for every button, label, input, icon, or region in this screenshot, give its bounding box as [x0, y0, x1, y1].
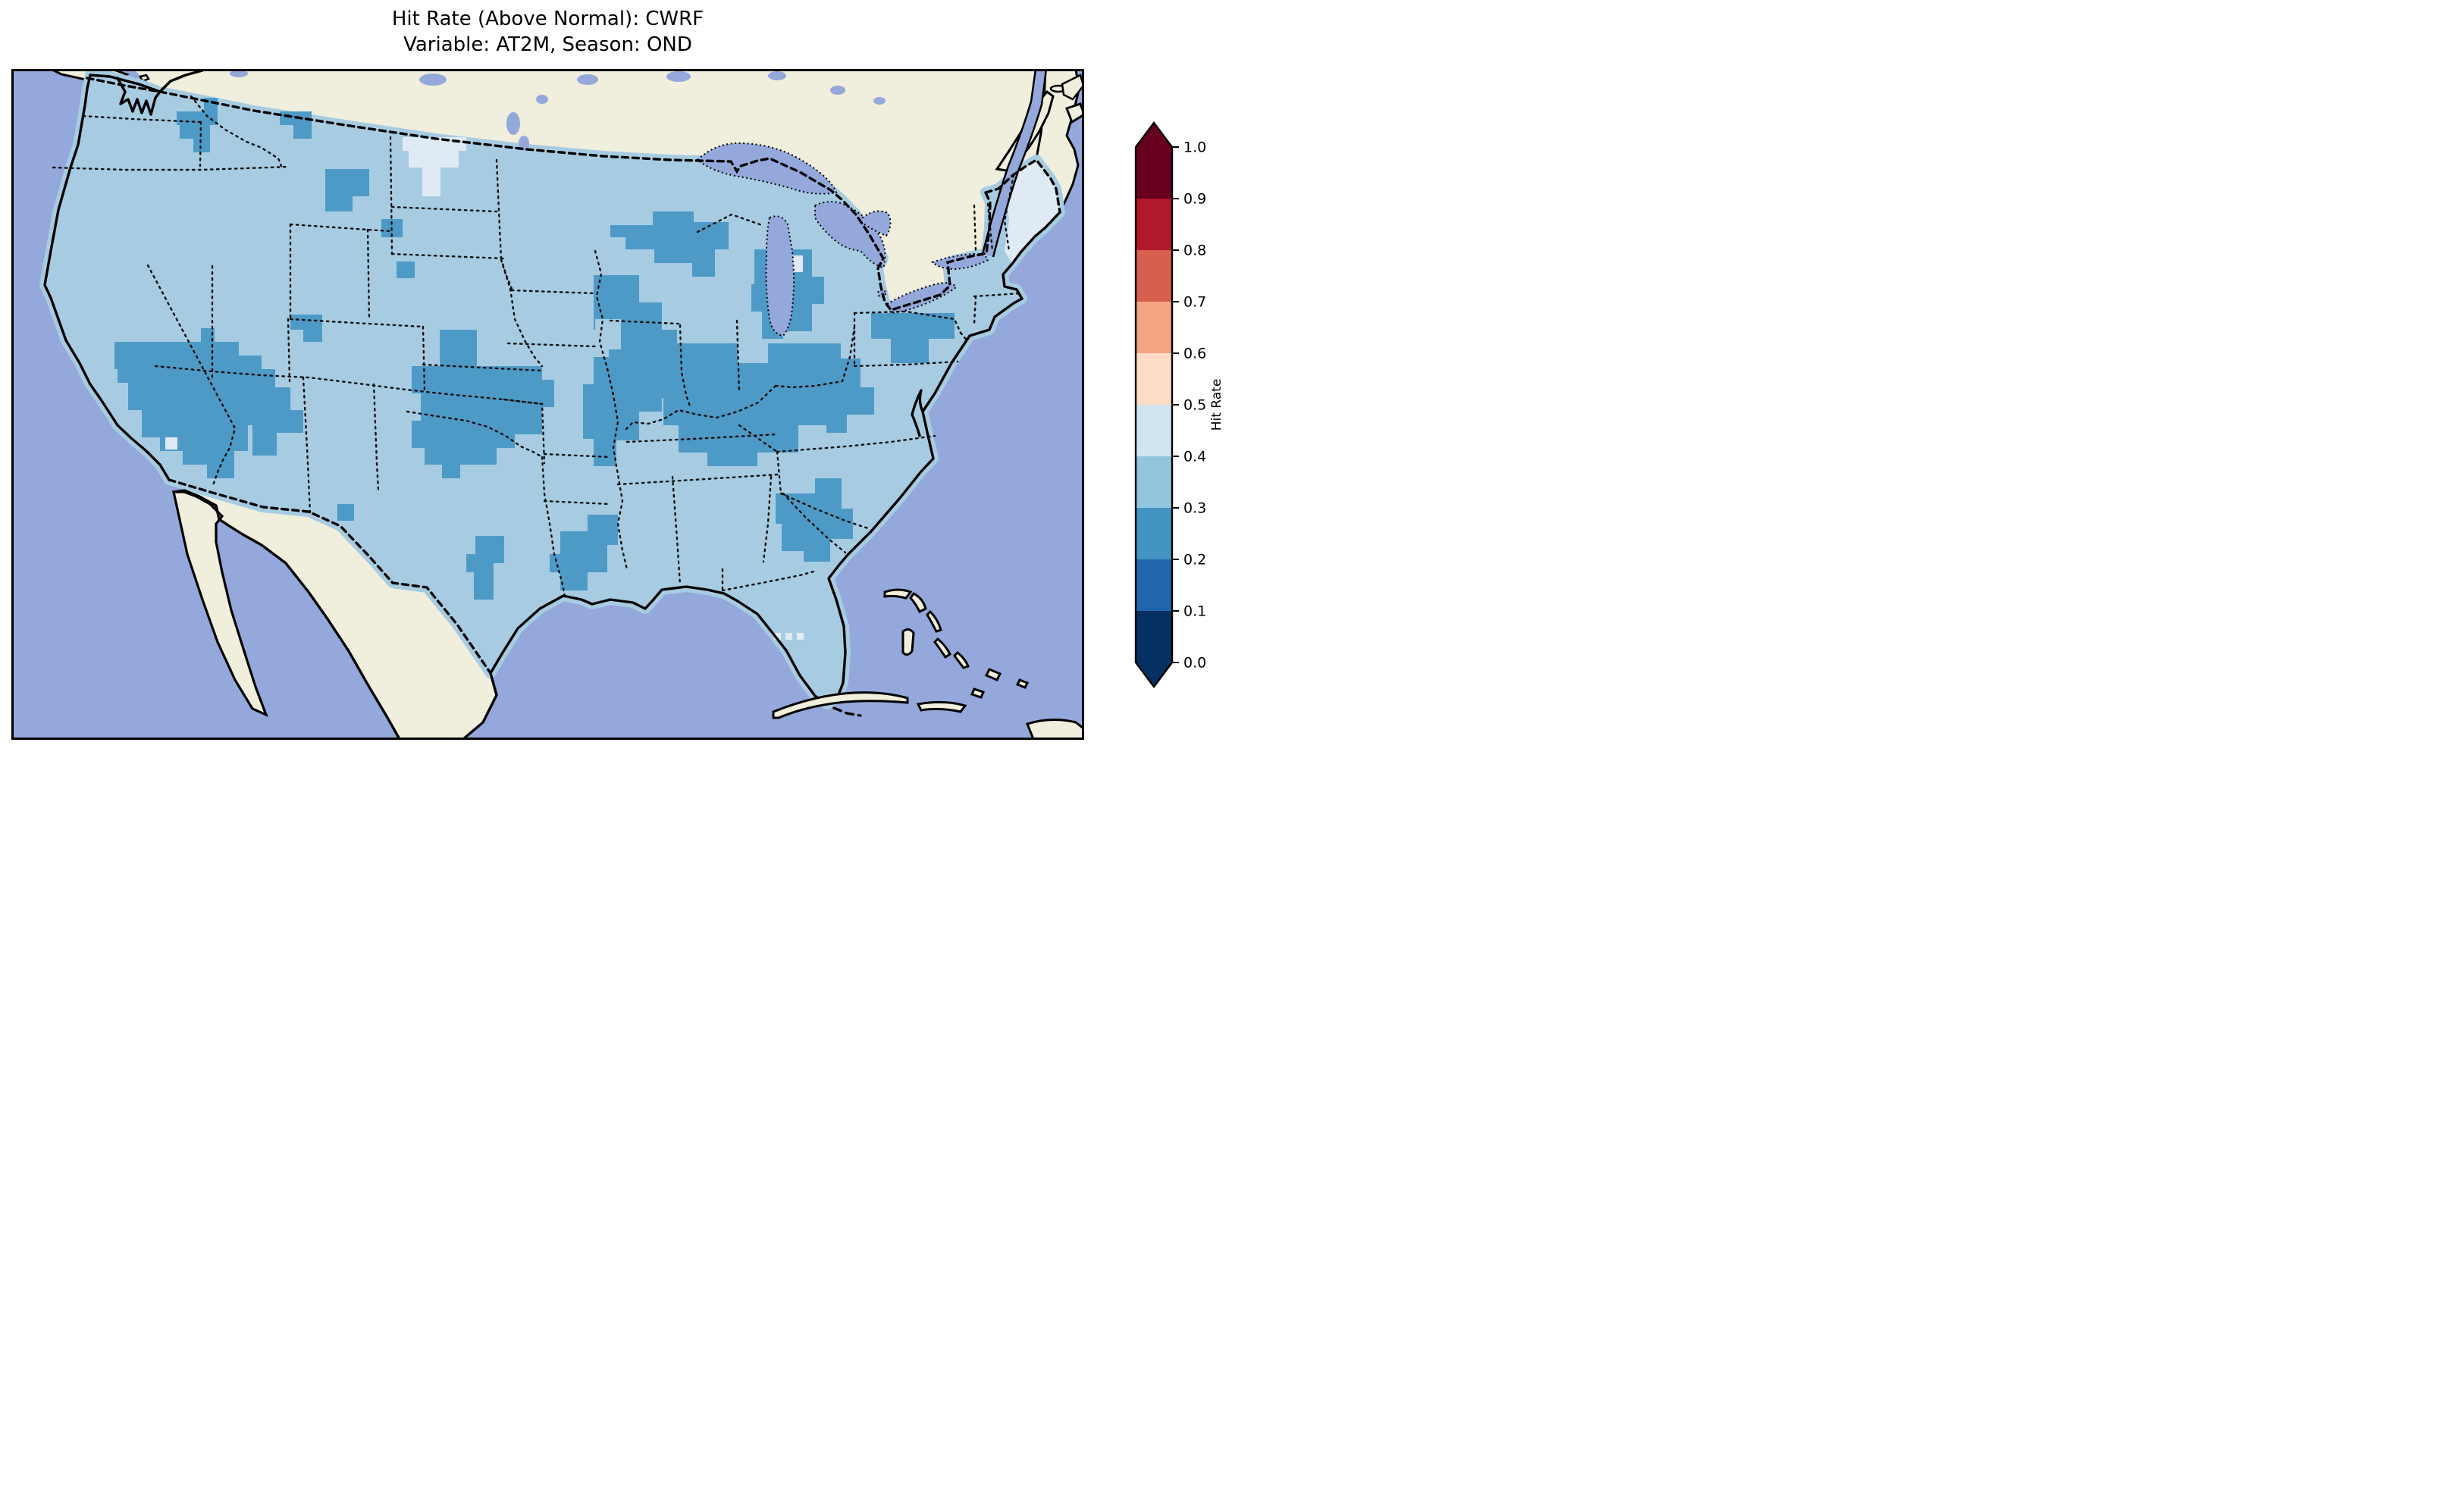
small-cay-1 [970, 687, 986, 699]
title-line-2: Variable: AT2M, Season: OND [403, 33, 692, 56]
colorbar-segment [1136, 353, 1172, 406]
figure: Hit Rate (Above Normal): CWRF Variable: … [0, 0, 1232, 747]
mexico-gulf-coast [462, 672, 498, 740]
lake-superior [696, 142, 838, 195]
colorbar-label: Hit Rate [1209, 379, 1224, 431]
florida-keys [832, 706, 862, 717]
cape-breton-island [1061, 74, 1084, 101]
colorbar-segment [1136, 250, 1172, 302]
great-lakes [696, 142, 989, 337]
colorbar-tick-label: 0.6 [1183, 346, 1206, 362]
state-borders [52, 95, 1021, 597]
colorbar-segment [1136, 559, 1172, 612]
colorbar-tick-label: 0.4 [1183, 449, 1206, 465]
colorbar-extend-under-arrow [1136, 662, 1172, 687]
bc-coast [158, 69, 204, 93]
colorbar-tick-label: 0.9 [1183, 191, 1206, 208]
colorbar-segment [1136, 508, 1172, 560]
maine-canada-border [984, 158, 1061, 214]
us-hit-rate-map [11, 69, 1084, 740]
colorbar-segment [1136, 456, 1172, 509]
hit-rate-notches-03-04 [595, 319, 768, 363]
colorbar-tick-label: 0.5 [1183, 397, 1206, 414]
us-mexico-border [168, 478, 492, 675]
newfoundland-blob [1065, 102, 1084, 124]
colorbar-tick-label: 0.8 [1183, 243, 1206, 259]
us-canada-border [158, 90, 992, 312]
country-borders [86, 77, 1061, 675]
puget-sound [116, 77, 161, 116]
colorbar-extend-over-arrow [1136, 123, 1172, 147]
grand-bahama [883, 588, 913, 600]
chesapeake-bay [911, 389, 924, 437]
andros [901, 628, 915, 656]
colorbar-segment [1136, 147, 1172, 199]
map-frame [11, 69, 1084, 740]
juan-de-fuca-border [86, 77, 161, 93]
eleuthera [926, 609, 942, 633]
hit-rate-patches-04-05 [165, 137, 1060, 640]
colorbar-segment [1136, 302, 1172, 354]
cuba [772, 691, 909, 719]
colorbar-segment [1136, 611, 1172, 663]
colorbar-tick-label: 0.0 [1183, 655, 1206, 672]
colorbar-tick-label: 0.1 [1183, 603, 1206, 620]
mexico-pacific-coast [172, 489, 401, 740]
colorbar-tick-label: 1.0 [1183, 139, 1206, 156]
colorbar-tick-label: 0.7 [1183, 294, 1206, 311]
exuma-cays [933, 637, 951, 659]
colorbar: 1.0 0.9 0.8 0.7 0.6 0.5 0.4 0.3 0.2 0.1 0.0 Hit Ra… [1134, 121, 1224, 688]
long-island-bahamas [953, 650, 970, 669]
canada-landmass [133, 69, 1044, 310]
coastlines [43, 69, 1061, 740]
colorbar-segments [1136, 123, 1172, 687]
pacific-coast [43, 74, 171, 481]
lake-huron [814, 201, 886, 269]
title-line-1: Hit Rate (Above Normal): CWRF [391, 8, 704, 30]
colorbar-ticks: 1.0 0.9 0.8 0.7 0.6 0.5 0.4 0.3 0.2 0.1 0.0 [1172, 139, 1206, 672]
georgian-bay [857, 210, 892, 237]
abaco [909, 592, 927, 614]
mexico-landmass [169, 480, 497, 740]
colorbar-tick-label: 0.3 [1183, 500, 1206, 517]
colorbar-segment [1136, 199, 1172, 251]
turks [984, 668, 1002, 681]
gulf-atlantic-coast [489, 211, 1061, 706]
colorbar-tick-label: 0.2 [1183, 552, 1206, 568]
small-cay-2 [1015, 678, 1030, 689]
cuba-east [916, 700, 967, 713]
colorbar-segment [1136, 405, 1172, 457]
baja-california [172, 490, 268, 718]
lake-michigan [765, 215, 795, 337]
canadian-lakes [230, 70, 886, 151]
figure-title: Hit Rate (Above Normal): CWRF Variable: … [11, 6, 1084, 58]
hispaniola [1026, 718, 1084, 740]
